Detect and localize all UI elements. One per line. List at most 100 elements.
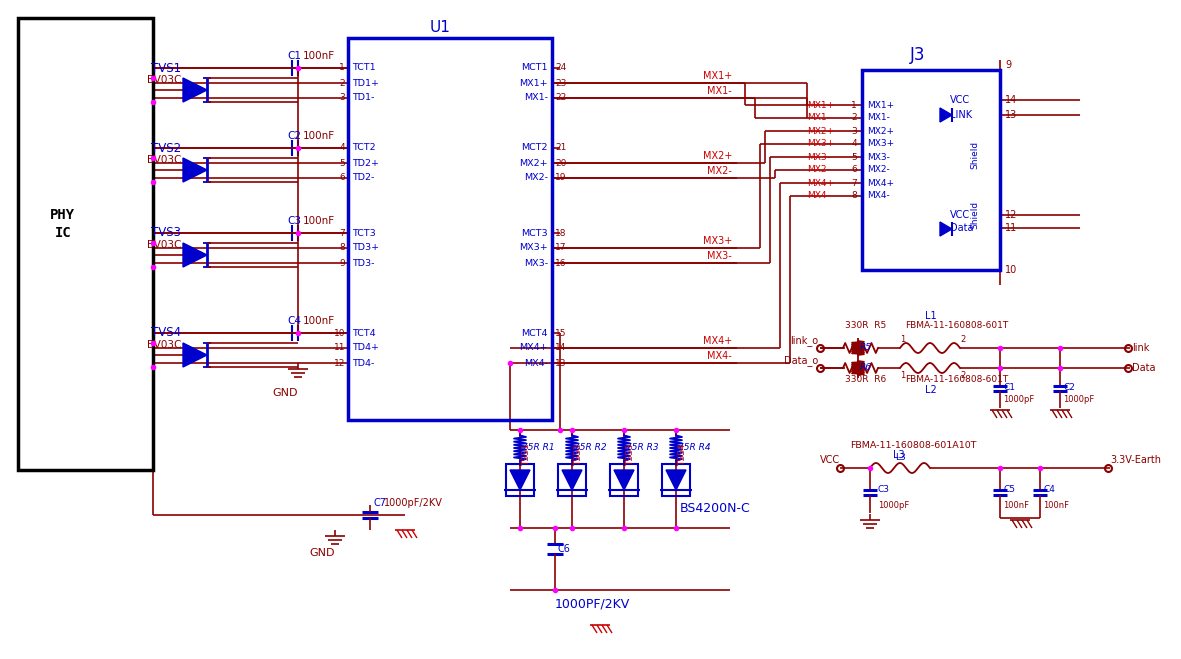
Text: MX1-: MX1- xyxy=(867,113,889,123)
Text: MX2-: MX2- xyxy=(524,173,548,183)
Text: 9: 9 xyxy=(1005,60,1011,70)
Text: 4: 4 xyxy=(852,140,857,148)
Text: 15: 15 xyxy=(555,328,567,337)
Text: 1: 1 xyxy=(852,101,857,109)
Text: C1: C1 xyxy=(1003,384,1014,393)
Text: 13: 13 xyxy=(1005,110,1017,120)
Text: 14: 14 xyxy=(555,343,567,353)
Text: MCT4: MCT4 xyxy=(522,328,548,337)
Text: TD4-: TD4- xyxy=(352,358,374,368)
Text: MX4-: MX4- xyxy=(867,192,889,200)
Text: PHY: PHY xyxy=(50,208,76,222)
Text: 14: 14 xyxy=(1005,95,1017,105)
Text: C6: C6 xyxy=(557,544,570,554)
Text: 1000PF/2KV: 1000PF/2KV xyxy=(555,598,631,610)
Text: C5: C5 xyxy=(1003,486,1014,494)
Text: MX3-: MX3- xyxy=(867,152,889,161)
Polygon shape xyxy=(183,343,207,367)
Text: U1: U1 xyxy=(430,20,451,34)
Text: TVS2: TVS2 xyxy=(151,142,181,154)
Text: L1: L1 xyxy=(925,311,937,321)
Text: 75R R3: 75R R3 xyxy=(626,444,659,453)
Text: 11: 11 xyxy=(1005,223,1017,233)
Text: 23: 23 xyxy=(555,78,567,88)
Text: BV03C: BV03C xyxy=(146,240,181,250)
Text: MX3+: MX3+ xyxy=(703,236,732,246)
Text: MCT1: MCT1 xyxy=(522,63,548,72)
Text: TSS2: TSS2 xyxy=(574,444,583,467)
Text: GND: GND xyxy=(309,548,334,558)
Polygon shape xyxy=(666,470,686,490)
Text: MX1+: MX1+ xyxy=(807,101,834,109)
Text: MX3-: MX3- xyxy=(524,258,548,268)
Text: MX3-: MX3- xyxy=(807,152,830,161)
Text: L2: L2 xyxy=(925,385,937,395)
Text: 20: 20 xyxy=(555,159,567,167)
Text: TD1-: TD1- xyxy=(352,94,374,103)
Text: 19: 19 xyxy=(555,173,567,183)
Polygon shape xyxy=(183,243,207,267)
Text: C3: C3 xyxy=(287,216,301,226)
Text: TSS3: TSS3 xyxy=(626,444,635,467)
Text: 2: 2 xyxy=(339,78,345,88)
Text: R6: R6 xyxy=(860,364,872,372)
Text: MX4-: MX4- xyxy=(807,192,830,200)
Text: BV03C: BV03C xyxy=(146,155,181,165)
Text: 16: 16 xyxy=(555,258,567,268)
Polygon shape xyxy=(183,158,207,182)
Text: MX1-: MX1- xyxy=(524,94,548,103)
Text: 22: 22 xyxy=(555,94,566,103)
Text: 4: 4 xyxy=(339,144,345,152)
Polygon shape xyxy=(510,470,530,490)
Text: 330R  R5: 330R R5 xyxy=(844,322,886,331)
Polygon shape xyxy=(614,470,634,490)
Text: MX2+: MX2+ xyxy=(703,151,732,161)
Text: TD2-: TD2- xyxy=(352,173,374,183)
Text: MX2-: MX2- xyxy=(807,165,830,175)
Text: Data: Data xyxy=(1133,363,1155,373)
Text: MX1+: MX1+ xyxy=(867,101,894,109)
Text: 12: 12 xyxy=(333,358,345,368)
Text: 1000pF: 1000pF xyxy=(1003,395,1035,405)
Text: TD2+: TD2+ xyxy=(352,159,379,167)
Text: 7: 7 xyxy=(852,179,857,188)
Text: C4: C4 xyxy=(1043,486,1055,494)
Text: Shield: Shield xyxy=(971,201,979,229)
Text: 13: 13 xyxy=(555,358,567,368)
Text: TVS1: TVS1 xyxy=(151,61,181,74)
Text: 11: 11 xyxy=(333,343,345,353)
Text: 12: 12 xyxy=(1005,210,1017,220)
Text: Shield: Shield xyxy=(971,141,979,169)
Text: 1: 1 xyxy=(339,63,345,72)
Bar xyxy=(557,464,586,496)
Text: 3: 3 xyxy=(339,94,345,103)
Text: 10: 10 xyxy=(1005,265,1017,275)
Text: 75R R1: 75R R1 xyxy=(522,444,555,453)
Text: 10: 10 xyxy=(333,328,345,337)
Bar xyxy=(611,464,638,496)
Text: 1000pF: 1000pF xyxy=(877,501,909,511)
Text: TD3-: TD3- xyxy=(352,258,374,268)
Text: MX4+: MX4+ xyxy=(807,179,834,188)
Text: 5: 5 xyxy=(339,159,345,167)
Text: 1: 1 xyxy=(900,335,906,345)
Text: TVS3: TVS3 xyxy=(151,227,181,239)
Text: link: link xyxy=(1133,343,1149,353)
Bar xyxy=(663,464,690,496)
Text: MX3-: MX3- xyxy=(707,251,732,261)
Text: MX3+: MX3+ xyxy=(520,243,548,252)
Polygon shape xyxy=(562,470,582,490)
Text: 3.3V-Earth: 3.3V-Earth xyxy=(1110,455,1161,465)
Text: BS4200N-C: BS4200N-C xyxy=(680,501,751,515)
Text: GND: GND xyxy=(273,388,298,398)
Text: MX2+: MX2+ xyxy=(807,127,834,136)
Bar xyxy=(18,18,154,470)
Text: MX1+: MX1+ xyxy=(520,78,548,88)
Text: TVS4: TVS4 xyxy=(151,326,181,339)
Text: L3: L3 xyxy=(893,450,905,460)
Text: 100nF: 100nF xyxy=(304,51,335,61)
Text: 100nF: 100nF xyxy=(1043,501,1069,511)
Text: MX1-: MX1- xyxy=(707,86,732,96)
Text: MX3+: MX3+ xyxy=(867,140,894,148)
Text: 8: 8 xyxy=(852,192,857,200)
